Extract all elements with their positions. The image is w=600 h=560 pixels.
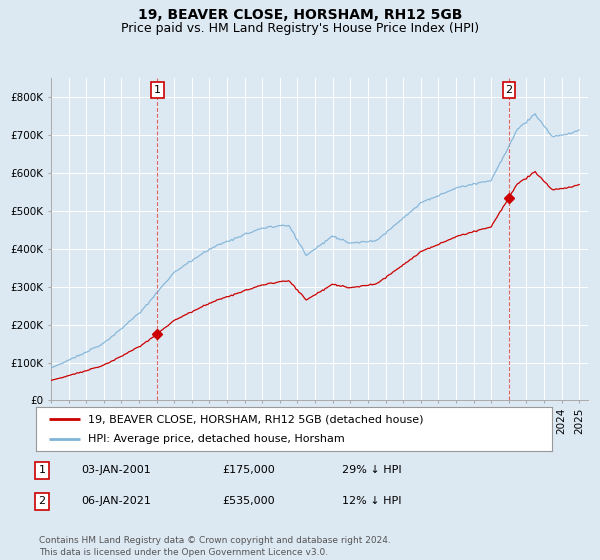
Text: 2: 2 [506,85,512,95]
Text: 1: 1 [38,465,46,475]
Text: Price paid vs. HM Land Registry's House Price Index (HPI): Price paid vs. HM Land Registry's House … [121,22,479,35]
Text: 19, BEAVER CLOSE, HORSHAM, RH12 5GB (detached house): 19, BEAVER CLOSE, HORSHAM, RH12 5GB (det… [88,414,423,424]
Text: 1: 1 [154,85,161,95]
Text: 2: 2 [38,496,46,506]
Text: 12% ↓ HPI: 12% ↓ HPI [342,496,401,506]
Text: HPI: Average price, detached house, Horsham: HPI: Average price, detached house, Hors… [88,433,344,444]
Text: Contains HM Land Registry data © Crown copyright and database right 2024.
This d: Contains HM Land Registry data © Crown c… [39,536,391,557]
Text: £175,000: £175,000 [222,465,275,475]
Text: 19, BEAVER CLOSE, HORSHAM, RH12 5GB: 19, BEAVER CLOSE, HORSHAM, RH12 5GB [138,8,462,22]
Text: 03-JAN-2001: 03-JAN-2001 [81,465,151,475]
Text: 06-JAN-2021: 06-JAN-2021 [81,496,151,506]
Text: £535,000: £535,000 [222,496,275,506]
Text: 29% ↓ HPI: 29% ↓ HPI [342,465,401,475]
